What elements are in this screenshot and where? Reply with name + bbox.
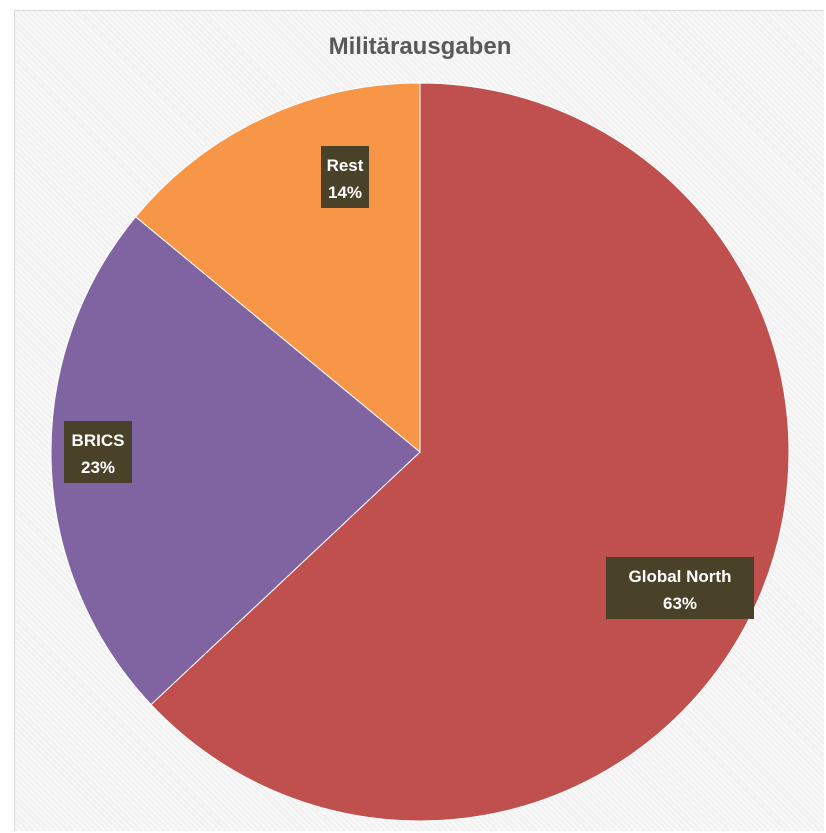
data-label-percent: 23% xyxy=(81,458,115,477)
data-label-percent: 63% xyxy=(663,594,697,613)
data-label-background xyxy=(64,421,132,483)
data-label-background xyxy=(606,557,754,619)
data-label-background xyxy=(321,146,369,208)
data-label-global-north: Global North 63% xyxy=(606,557,754,619)
data-labels: Global North 63% BRICS 23% Rest 14% xyxy=(64,146,754,619)
pie-slice-brics xyxy=(50,216,421,706)
data-label-brics: BRICS 23% xyxy=(64,421,132,483)
data-label-rest: Rest 14% xyxy=(321,146,369,208)
data-label-category: BRICS xyxy=(72,431,125,450)
pie-slice-global-north xyxy=(150,82,790,822)
chart-title: Militärausgaben xyxy=(329,33,512,60)
data-label-percent: 14% xyxy=(328,183,362,202)
data-label-category: Rest xyxy=(327,156,364,175)
data-label-category: Global North xyxy=(629,567,732,586)
pie-slices xyxy=(50,82,790,822)
